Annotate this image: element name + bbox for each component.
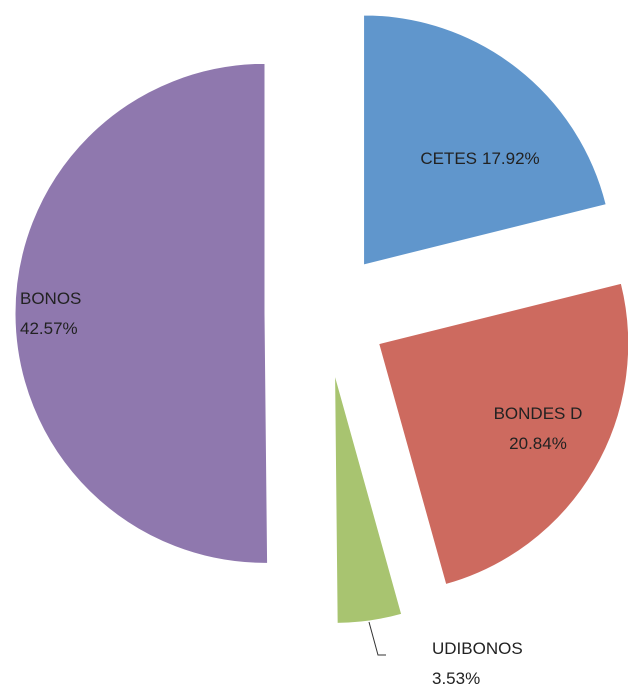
pie-slice [14,62,269,564]
slice-category: BONOS [20,289,81,308]
slice-value: 17.92% [482,149,540,168]
slice-label: UDIBONOS 3.53% [432,639,523,688]
leader-line [368,621,386,656]
slice-category: BONDES D [494,404,583,423]
pie-slice [334,373,403,624]
slice-label: BONDES D 20.84% [494,404,583,453]
slice-value: 3.53% [432,669,480,688]
slice-category: UDIBONOS [432,639,523,658]
pie-slice [363,14,607,266]
pie-slice [378,282,628,586]
slice-value: 20.84% [509,434,567,453]
slice-value: 42.57% [20,319,78,338]
slice-category: CETES [420,149,477,168]
slice-label: CETES 17.92% [420,149,539,168]
slice-label: BONOS 42.57% [20,289,81,338]
